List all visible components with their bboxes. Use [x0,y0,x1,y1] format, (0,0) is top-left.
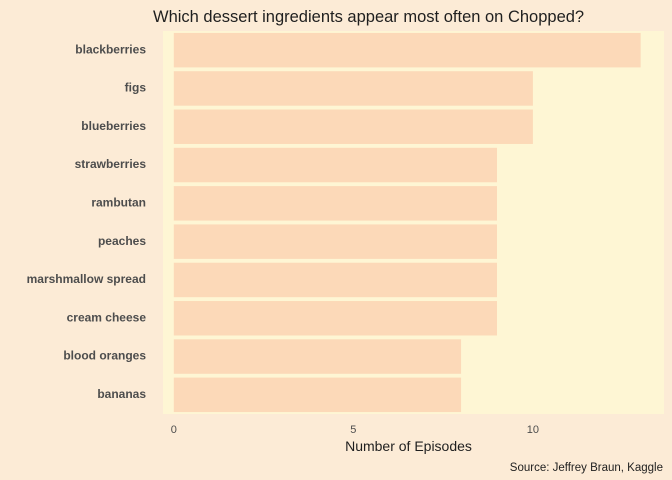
y-tick-label: peaches [98,234,146,248]
x-tick-label: 10 [527,424,539,436]
bar-bananas [173,377,462,413]
x-tick-label: 5 [350,424,356,436]
bar-peaches [173,224,497,259]
y-tick-labels: blackberries figs blueberries strawberries r… [27,42,147,401]
x-axis-title: Number of Episodes [345,438,472,454]
y-tick-label: strawberries [75,157,147,171]
bar-blood-oranges [173,339,462,374]
bar-cream-cheese [173,301,497,336]
bar-blackberries [173,32,641,68]
x-tick-label: 0 [171,424,177,436]
y-tick-label: marshmallow spread [27,272,146,286]
bar-figs [173,71,533,106]
bar-blueberries [173,109,533,144]
y-tick-label: blueberries [81,119,146,133]
y-tick-label: bananas [97,387,146,401]
y-tick-label: blood oranges [63,349,146,363]
y-tick-label: blackberries [75,42,146,56]
chart-title: Which dessert ingredients appear most of… [153,8,584,26]
x-tick-labels: 0 5 10 [171,424,539,436]
bars-group [173,32,641,413]
bar-rambutan [173,186,497,221]
y-tick-label: figs [125,81,147,95]
y-tick-label: rambutan [91,196,146,210]
bar-marshmallow-spread [173,262,497,298]
bar-strawberries [173,147,497,183]
y-tick-label: cream cheese [67,310,147,324]
chart-caption: Source: Jeffrey Braun, Kaggle [510,462,663,474]
